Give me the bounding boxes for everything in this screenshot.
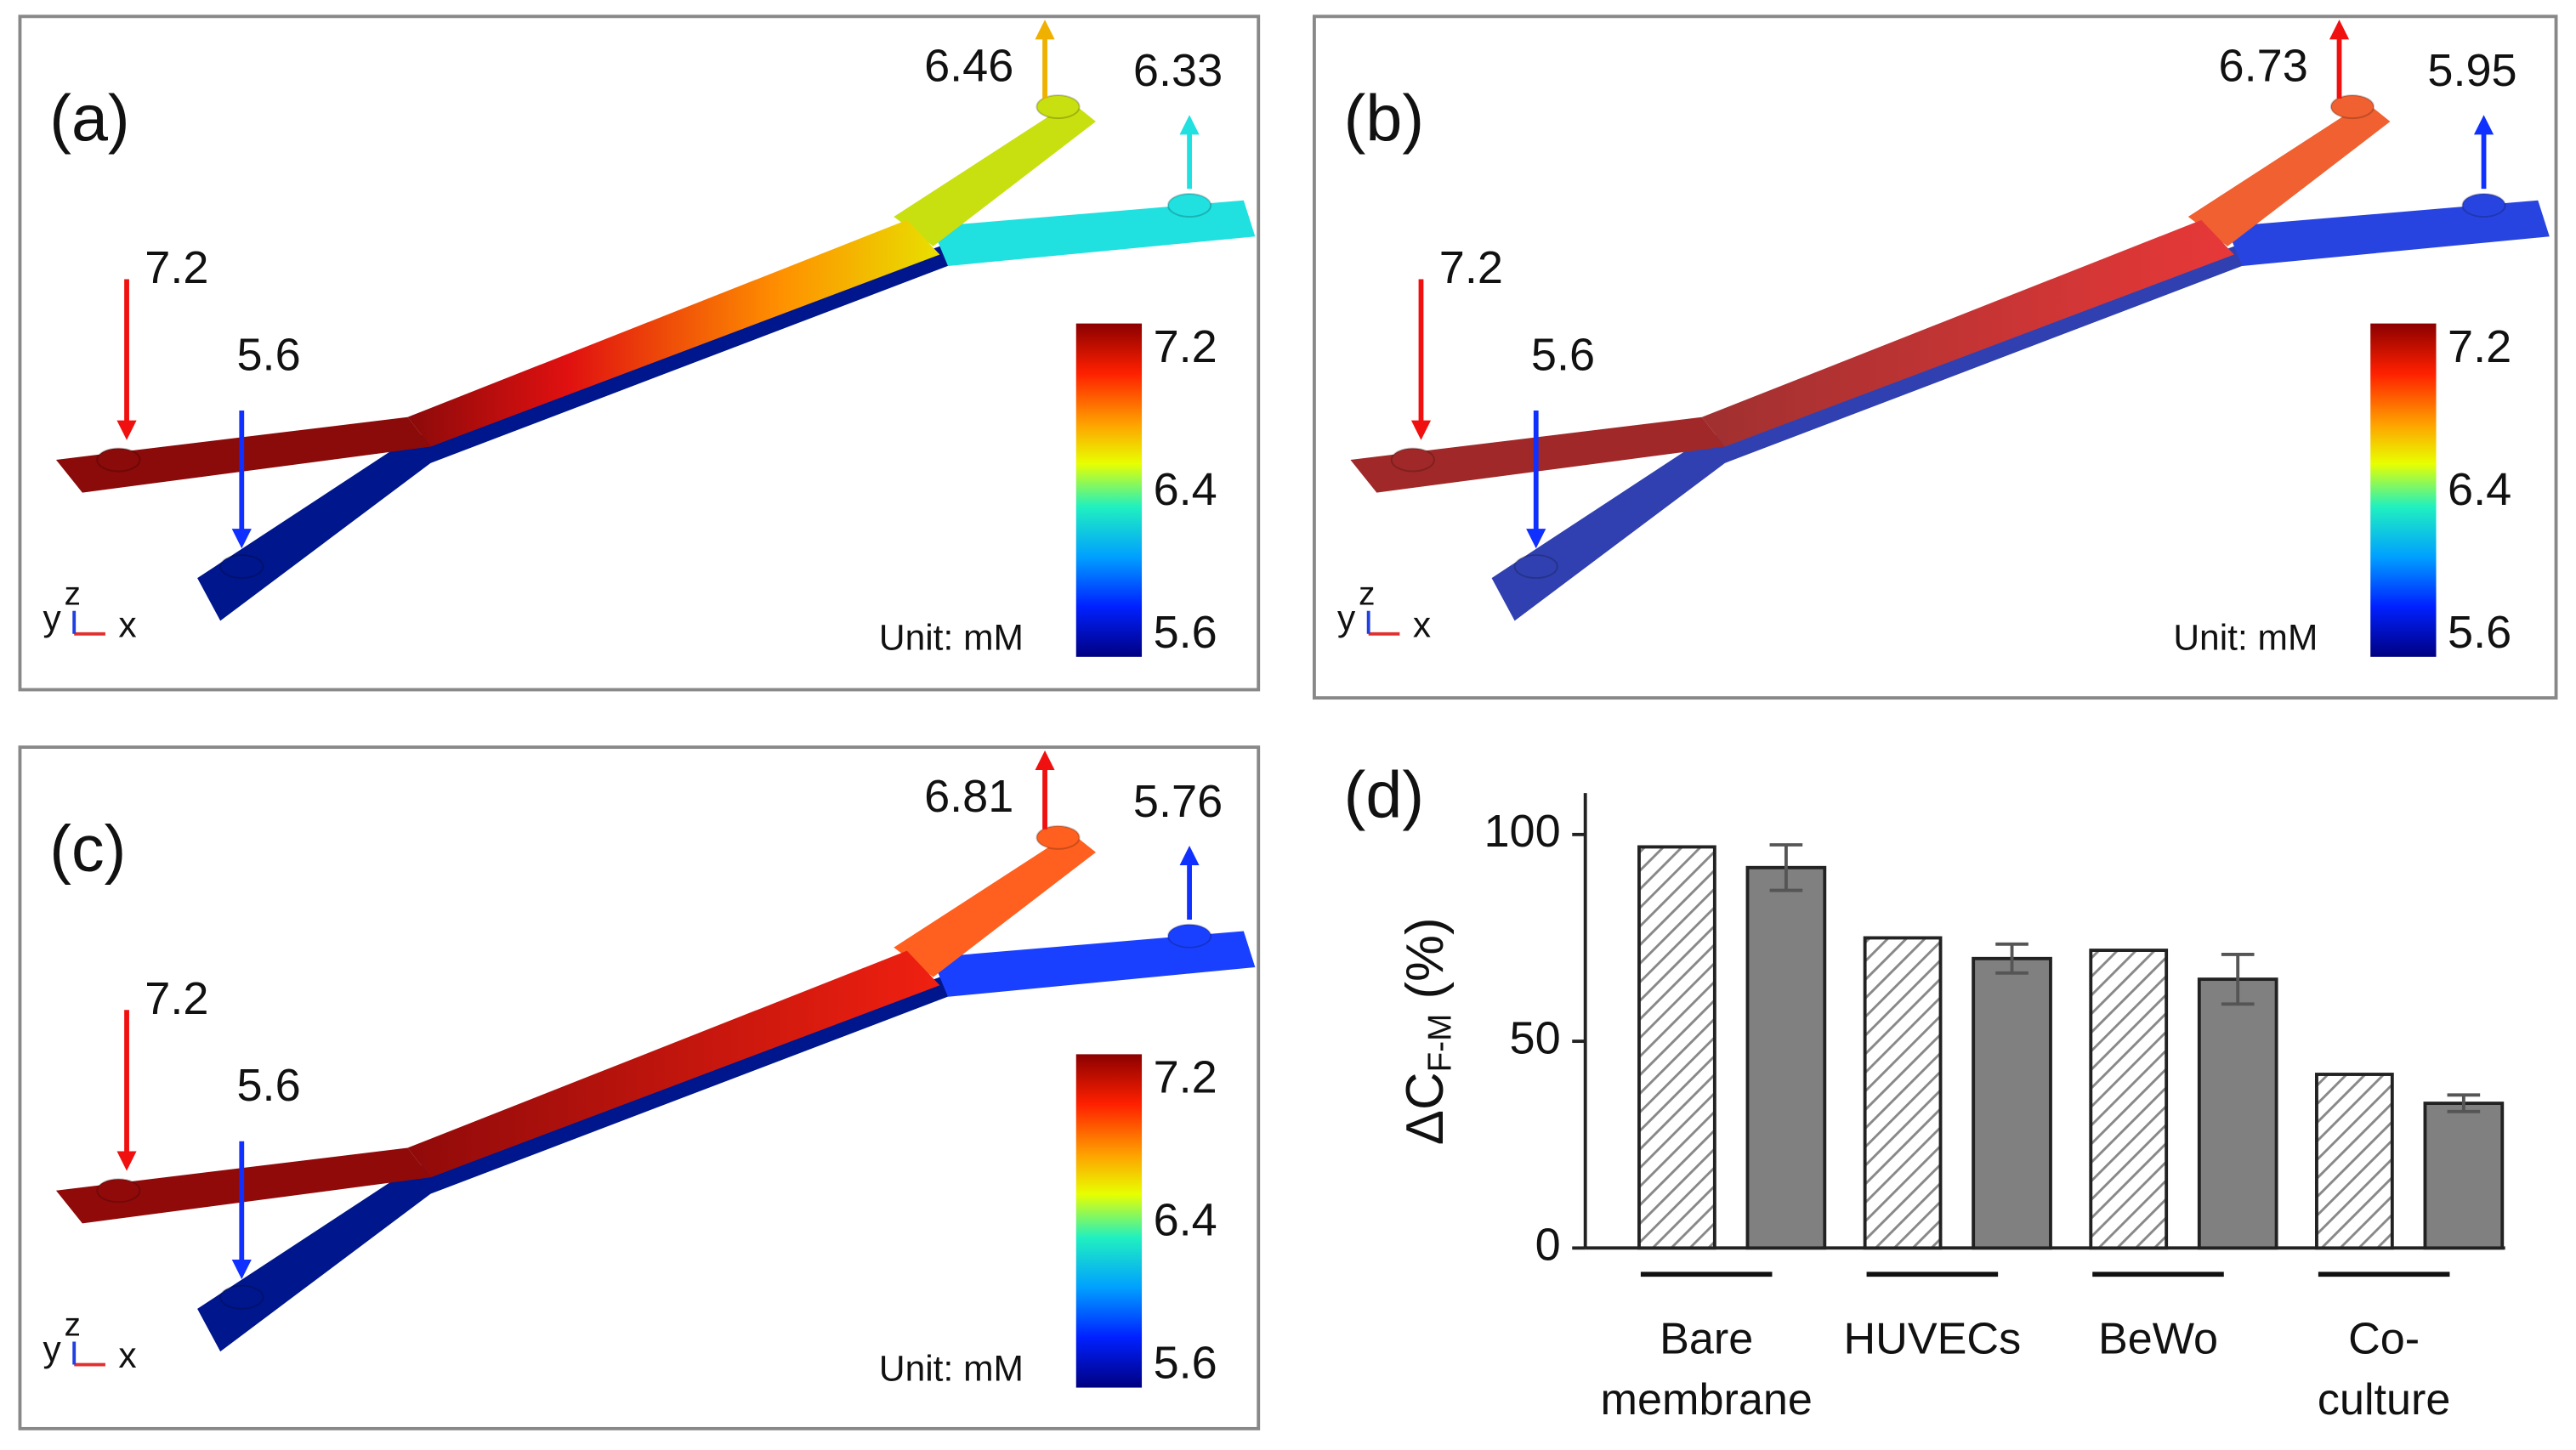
- port: [1166, 923, 1212, 949]
- colorbar: [1075, 323, 1143, 657]
- panel-label: (a): [49, 82, 129, 155]
- axis-label: z: [65, 1306, 81, 1343]
- side-arm: [2226, 200, 2550, 266]
- outlet-side-value: 5.95: [2427, 45, 2516, 96]
- axis-label: x: [118, 1336, 136, 1376]
- y-axis-title-part: ΔC: [1396, 1072, 1455, 1145]
- x-tick-label: Co-: [2348, 1314, 2420, 1363]
- port: [1390, 447, 1435, 473]
- axis-label: z: [65, 576, 81, 613]
- port: [1166, 193, 1212, 218]
- y-axis-title-part: F-M: [1422, 1014, 1459, 1073]
- inlet-low-value: 5.6: [1531, 329, 1595, 380]
- colorbar-tick-label: 6.4: [1154, 1195, 1217, 1246]
- outlet-side-value: 6.33: [1133, 45, 1223, 96]
- x-tick-label: membrane: [1601, 1375, 1813, 1425]
- colorbar-tick-label: 5.6: [1154, 607, 1217, 658]
- panel-label: (b): [1344, 82, 1424, 155]
- low-channel: [197, 246, 956, 621]
- inlet-high-value: 7.2: [145, 973, 208, 1024]
- x-tick-label: Bare: [1660, 1314, 1753, 1363]
- inlet-low-value: 5.6: [236, 329, 300, 380]
- unit-label: Unit: mM: [879, 619, 1024, 659]
- colorbar: [2370, 323, 2437, 657]
- port: [1513, 554, 1558, 580]
- axis-label: x: [1413, 605, 1431, 645]
- inlet-low-value: 5.6: [236, 1060, 300, 1111]
- outlet-top-value: 6.81: [924, 771, 1013, 822]
- colorbar-tick-label: 7.2: [2448, 321, 2511, 372]
- port: [2329, 94, 2375, 120]
- inlet-high-value: 7.2: [1439, 242, 1503, 293]
- colorbar-tick-label: 6.4: [2448, 464, 2511, 515]
- panel-label: (d): [1344, 758, 1424, 831]
- x-tick-label: culture: [2318, 1375, 2451, 1425]
- bar: [2423, 1102, 2505, 1250]
- simulation-panel: (c) 7.2 5.6 6.81 5.76 7.2 6.4 5.6 Unit: mM yzx: [18, 745, 1261, 1430]
- port: [96, 447, 141, 473]
- unit-label: Unit: mM: [879, 1349, 1024, 1389]
- side-arm: [931, 200, 1256, 266]
- outlet-top-value: 6.73: [2219, 40, 2308, 91]
- colorbar-tick-label: 6.4: [1154, 464, 1217, 515]
- bar: [2315, 1073, 2394, 1250]
- outlet-top-value: 6.46: [924, 40, 1013, 91]
- simulation-panel: (b) 7.2 5.6 6.73 5.95 7.2 6.4 5.6 Unit: mM yz x: [1312, 14, 2558, 700]
- axis-label: z: [1359, 576, 1375, 613]
- axis-label: y: [43, 1329, 62, 1369]
- colorbar: [1075, 1054, 1143, 1388]
- y-tick-label: 50: [1510, 1012, 1561, 1063]
- y-axis-title-part: (%): [1396, 917, 1455, 1013]
- bar: [2197, 977, 2278, 1250]
- top-arm: [894, 101, 1096, 246]
- outlet-side-value: 5.76: [1133, 776, 1223, 827]
- y-tick-label: 100: [1484, 806, 1560, 857]
- top-arm: [2187, 101, 2391, 246]
- axis-label: y: [43, 599, 62, 639]
- colorbar-tick-label: 5.6: [2448, 607, 2511, 658]
- port: [219, 554, 264, 580]
- side-arm: [931, 931, 1256, 997]
- colorbar-tick-label: 7.2: [1154, 1052, 1217, 1103]
- unit-label: Unit: mM: [2173, 619, 2318, 659]
- panel-label: (c): [49, 813, 126, 886]
- bar: [1972, 956, 2052, 1250]
- port: [1036, 94, 1081, 120]
- main-channel: [407, 950, 940, 1178]
- x-tick-label: BeWo: [2098, 1314, 2218, 1363]
- main-channel: [407, 219, 940, 447]
- port: [219, 1284, 264, 1310]
- top-arm: [894, 832, 1096, 977]
- low-channel: [1491, 246, 2251, 621]
- low-channel: [197, 977, 956, 1352]
- simulation-panel: (a) 7.2 5.6 6.46 6.33 7.2 6.4 5.6 Unit: mM yzx: [18, 14, 1261, 692]
- colorbar-tick-label: 7.2: [1154, 321, 1217, 372]
- inlet-high-value: 7.2: [145, 242, 208, 293]
- bar: [1745, 865, 1827, 1250]
- port: [96, 1178, 141, 1204]
- port: [2461, 193, 2506, 218]
- main-channel: [1701, 219, 2234, 447]
- port: [1036, 824, 1081, 850]
- axis-label: y: [1337, 599, 1356, 639]
- bar: [2089, 949, 2169, 1250]
- axis-label: x: [118, 605, 136, 645]
- colorbar-tick-label: 5.6: [1154, 1338, 1217, 1389]
- y-tick-label: 0: [1535, 1220, 1561, 1271]
- y-axis-title: ΔCF-M (%): [1396, 917, 1458, 1145]
- bar: [1863, 936, 1943, 1250]
- bar: [1637, 845, 1716, 1250]
- x-tick-label: HUVECs: [1844, 1314, 2022, 1363]
